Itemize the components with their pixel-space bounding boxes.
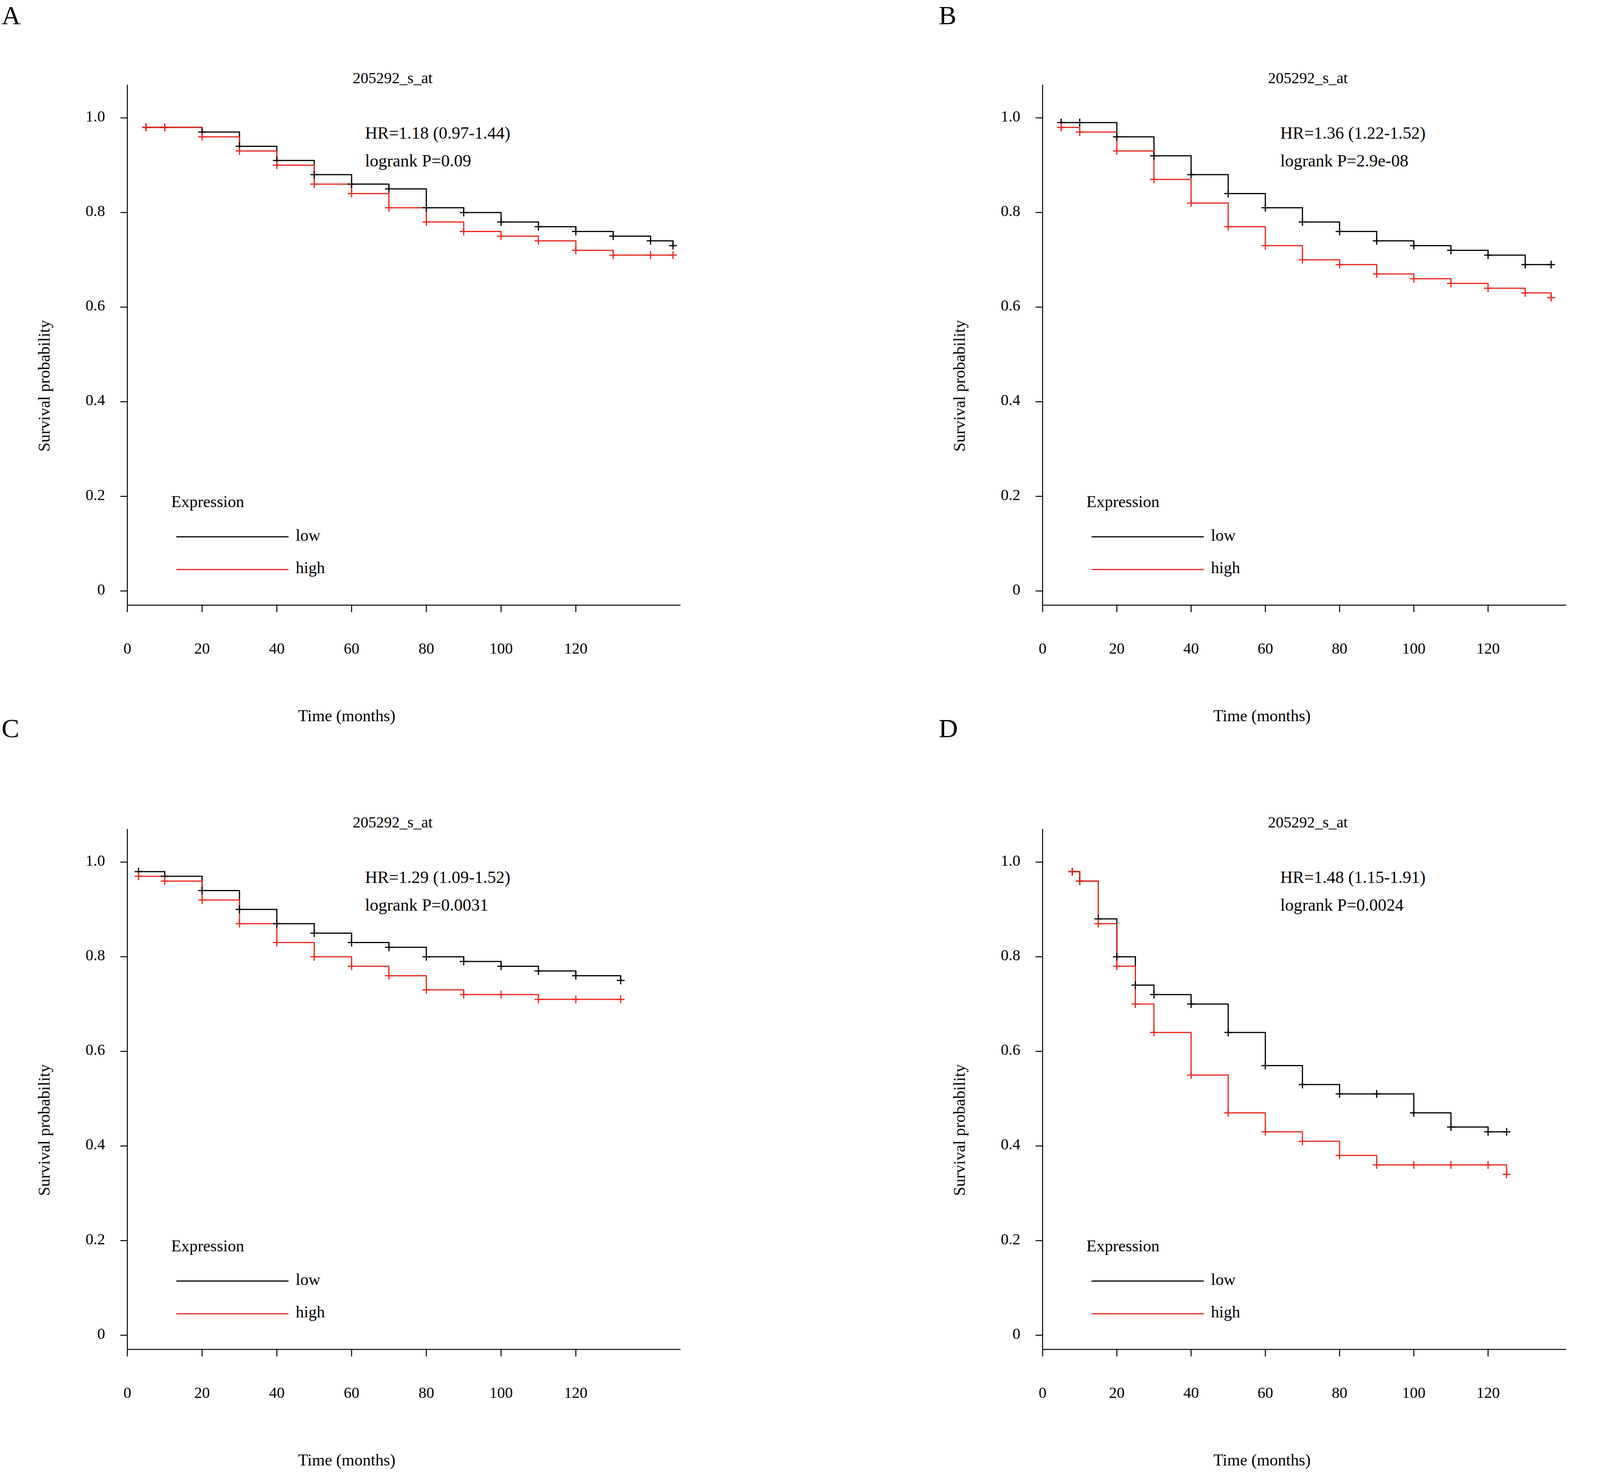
svg-text:logrank P=0.0031: logrank P=0.0031 <box>365 895 489 915</box>
svg-text:80: 80 <box>1331 639 1348 658</box>
svg-text:20: 20 <box>194 1383 210 1402</box>
svg-text:0.6: 0.6 <box>85 1040 106 1059</box>
svg-text:C: C <box>3 713 20 743</box>
svg-text:120: 120 <box>564 639 588 658</box>
svg-text:40: 40 <box>269 639 285 658</box>
svg-text:0.6: 0.6 <box>1000 296 1021 315</box>
svg-text:HR=1.36 (1.22-1.52): HR=1.36 (1.22-1.52) <box>1280 123 1426 143</box>
svg-text:0.8: 0.8 <box>85 946 106 964</box>
svg-text:logrank P=0.0024: logrank P=0.0024 <box>1280 895 1404 915</box>
svg-text:0: 0 <box>123 1383 132 1402</box>
svg-text:80: 80 <box>418 639 434 658</box>
svg-text:Expression: Expression <box>1086 1236 1160 1255</box>
svg-text:60: 60 <box>343 639 360 658</box>
svg-text:0.6: 0.6 <box>1000 1040 1021 1059</box>
svg-text:Survival probability: Survival probability <box>35 1064 54 1196</box>
svg-text:40: 40 <box>1183 639 1199 658</box>
svg-text:120: 120 <box>564 1383 588 1402</box>
svg-text:Expression: Expression <box>171 492 245 511</box>
svg-text:0.2: 0.2 <box>85 485 106 504</box>
svg-text:120: 120 <box>1476 639 1500 658</box>
svg-text:60: 60 <box>1257 1383 1274 1402</box>
svg-text:80: 80 <box>418 1383 434 1402</box>
svg-text:60: 60 <box>1257 639 1274 658</box>
svg-text:80: 80 <box>1331 1383 1348 1402</box>
svg-text:120: 120 <box>1476 1383 1500 1402</box>
svg-text:low: low <box>295 1270 321 1289</box>
svg-text:0: 0 <box>1012 580 1021 599</box>
svg-text:0.2: 0.2 <box>1000 485 1021 504</box>
svg-text:high: high <box>1210 1302 1241 1321</box>
svg-text:0: 0 <box>123 639 132 658</box>
svg-text:1.0: 1.0 <box>1000 107 1021 125</box>
svg-text:0.2: 0.2 <box>85 1230 106 1248</box>
svg-text:B: B <box>938 0 957 31</box>
svg-text:0.4: 0.4 <box>85 391 106 409</box>
svg-text:Time (months): Time (months) <box>1213 1450 1311 1470</box>
svg-text:D: D <box>938 713 958 743</box>
svg-text:0.4: 0.4 <box>85 1135 106 1153</box>
svg-text:100: 100 <box>1401 639 1426 658</box>
svg-text:0: 0 <box>1012 1324 1021 1343</box>
svg-text:1.0: 1.0 <box>1000 851 1021 870</box>
svg-text:A: A <box>3 0 21 31</box>
svg-text:100: 100 <box>1401 1383 1426 1402</box>
svg-text:0.8: 0.8 <box>1000 201 1021 220</box>
svg-text:100: 100 <box>489 639 513 658</box>
svg-text:Time (months): Time (months) <box>298 706 396 725</box>
svg-text:205292_s_at: 205292_s_at <box>1267 69 1348 87</box>
svg-text:HR=1.29 (1.09-1.52): HR=1.29 (1.09-1.52) <box>365 867 511 887</box>
svg-text:100: 100 <box>489 1383 513 1402</box>
svg-text:HR=1.18 (0.97-1.44): HR=1.18 (0.97-1.44) <box>365 123 511 143</box>
svg-text:0.4: 0.4 <box>1000 391 1021 409</box>
svg-text:0: 0 <box>97 580 106 599</box>
svg-text:205292_s_at: 205292_s_at <box>352 69 433 87</box>
svg-text:Time (months): Time (months) <box>298 1450 396 1470</box>
svg-text:1.0: 1.0 <box>85 107 106 125</box>
svg-text:low: low <box>1210 1270 1236 1289</box>
svg-text:0: 0 <box>1038 1383 1047 1402</box>
svg-text:0: 0 <box>1038 639 1047 658</box>
svg-text:0: 0 <box>97 1324 106 1343</box>
svg-text:0.8: 0.8 <box>85 201 106 220</box>
svg-text:0.8: 0.8 <box>1000 946 1021 964</box>
svg-text:20: 20 <box>1108 639 1125 658</box>
svg-text:HR=1.48 (1.15-1.91): HR=1.48 (1.15-1.91) <box>1280 867 1426 887</box>
svg-text:0.4: 0.4 <box>1000 1135 1021 1153</box>
svg-text:40: 40 <box>1183 1383 1199 1402</box>
svg-text:0.2: 0.2 <box>1000 1230 1021 1248</box>
svg-text:1.0: 1.0 <box>85 851 106 870</box>
svg-text:0.6: 0.6 <box>85 296 106 315</box>
svg-text:high: high <box>295 1302 325 1321</box>
svg-text:low: low <box>295 526 321 545</box>
svg-text:Time (months): Time (months) <box>1213 706 1311 725</box>
svg-text:40: 40 <box>269 1383 285 1402</box>
svg-text:logrank P=2.9e-08: logrank P=2.9e-08 <box>1280 151 1409 171</box>
svg-text:Expression: Expression <box>171 1236 245 1255</box>
svg-text:high: high <box>1210 558 1241 577</box>
svg-text:Survival probability: Survival probability <box>950 319 969 452</box>
svg-text:low: low <box>1210 526 1236 545</box>
svg-text:logrank P=0.09: logrank P=0.09 <box>365 151 472 171</box>
svg-text:20: 20 <box>194 639 210 658</box>
svg-text:20: 20 <box>1108 1383 1125 1402</box>
svg-text:205292_s_at: 205292_s_at <box>1267 813 1348 831</box>
svg-text:Survival probability: Survival probability <box>35 319 54 452</box>
svg-text:high: high <box>295 558 325 577</box>
svg-text:Survival probability: Survival probability <box>950 1064 969 1196</box>
svg-text:205292_s_at: 205292_s_at <box>352 813 433 831</box>
svg-text:60: 60 <box>343 1383 360 1402</box>
svg-text:Expression: Expression <box>1086 492 1160 511</box>
